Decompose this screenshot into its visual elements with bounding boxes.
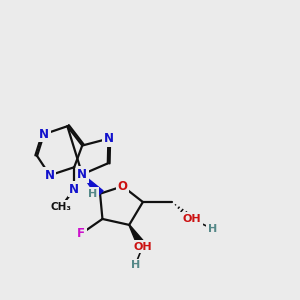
Text: H: H <box>130 260 140 270</box>
Text: F: F <box>77 227 85 240</box>
Text: N: N <box>69 183 79 196</box>
Text: H: H <box>208 224 217 234</box>
Polygon shape <box>82 174 103 196</box>
Text: O: O <box>118 180 128 193</box>
Polygon shape <box>129 225 146 249</box>
Text: OH: OH <box>182 214 201 224</box>
Text: CH₃: CH₃ <box>50 202 71 212</box>
Text: H: H <box>88 189 98 199</box>
Text: N: N <box>39 128 49 141</box>
Text: N: N <box>77 168 87 181</box>
Text: OH: OH <box>133 242 152 252</box>
Text: N: N <box>103 132 113 145</box>
Text: N: N <box>45 169 55 182</box>
